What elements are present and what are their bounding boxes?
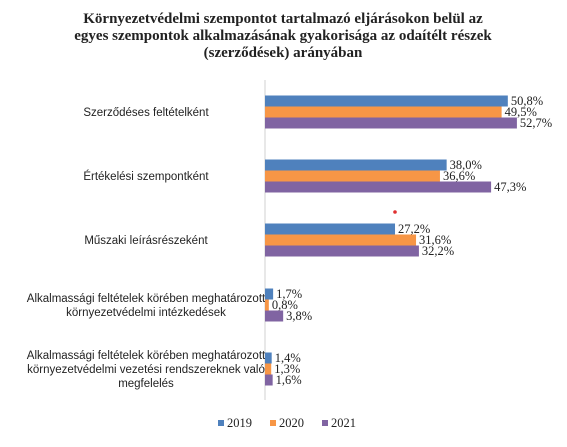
bar-2021 bbox=[265, 181, 492, 193]
data-label: 1,7% bbox=[276, 287, 302, 301]
category-label: Alkalmassági feltételek körében meghatár… bbox=[27, 350, 266, 362]
bar-2020 bbox=[265, 234, 417, 246]
legend-label: 2020 bbox=[279, 416, 304, 430]
data-label: 27,2% bbox=[398, 222, 430, 236]
data-label: 50,8% bbox=[511, 94, 543, 108]
bar-2021 bbox=[265, 117, 517, 129]
bar-2020 bbox=[265, 299, 269, 311]
legend-label: 2021 bbox=[331, 416, 356, 430]
data-labels: 50,8%49,5%52,7% 38,0%36,6% 47,3% 27,2%31,6%… bbox=[272, 94, 552, 387]
bar-2019 bbox=[265, 288, 274, 300]
chart-title-line: (szerződések) arányában bbox=[204, 45, 363, 61]
chart-title: Környezetvédelmi szempontot tartalmazó e… bbox=[74, 11, 492, 61]
legend: 2019 2020 2021 bbox=[218, 416, 356, 430]
chart-title-line: Környezetvédelmi szempontot tartalmazó e… bbox=[83, 11, 483, 27]
bar-2020 bbox=[265, 106, 502, 118]
data-label: 38,0% bbox=[450, 158, 482, 172]
red-marker-dot bbox=[393, 210, 397, 214]
data-label: 36,6% bbox=[443, 169, 475, 183]
category-label: Értékelési szempontként bbox=[83, 170, 209, 183]
data-label: 31,6% bbox=[419, 233, 451, 247]
category-label: megfelelés bbox=[118, 378, 174, 390]
data-label: 47,3% bbox=[494, 180, 526, 194]
bar-2019 bbox=[265, 95, 508, 107]
legend-swatch-2020 bbox=[270, 420, 276, 426]
chart-title-line: egyes szempontok alkalmazásának gyakoris… bbox=[74, 28, 492, 44]
bar-2019 bbox=[265, 223, 396, 235]
bar-2020 bbox=[265, 363, 272, 375]
data-label: 32,2% bbox=[422, 244, 454, 258]
bar-2021 bbox=[265, 374, 273, 386]
data-label: 0,8% bbox=[272, 298, 298, 312]
bar-2020 bbox=[265, 170, 440, 182]
bar-2021 bbox=[265, 310, 284, 322]
legend-label: 2019 bbox=[227, 416, 252, 430]
data-label: 1,4% bbox=[275, 351, 301, 365]
data-label: 52,7% bbox=[520, 116, 552, 130]
bar-2021 bbox=[265, 245, 419, 257]
category-labels: Szerződéses feltételként Értékelési szemp… bbox=[27, 107, 266, 390]
bars bbox=[265, 95, 517, 386]
data-label: 3,8% bbox=[286, 309, 312, 323]
category-label: környezetvédelmi vezetési rendszereknek … bbox=[27, 364, 265, 376]
data-label: 49,5% bbox=[505, 105, 537, 119]
category-label: Szerződéses feltételként bbox=[83, 107, 209, 119]
bar-2019 bbox=[265, 159, 447, 171]
category-label: környezetvédelmi intézkedések bbox=[66, 307, 226, 319]
data-label: 1,6% bbox=[276, 373, 302, 387]
category-label: Alkalmassági feltételek körében meghatár… bbox=[27, 293, 266, 305]
legend-swatch-2021 bbox=[322, 420, 328, 426]
data-label: 1,3% bbox=[274, 362, 300, 376]
category-label: Műszaki leírásrészeként bbox=[84, 235, 208, 247]
legend-swatch-2019 bbox=[218, 420, 224, 426]
bar-2019 bbox=[265, 352, 272, 364]
